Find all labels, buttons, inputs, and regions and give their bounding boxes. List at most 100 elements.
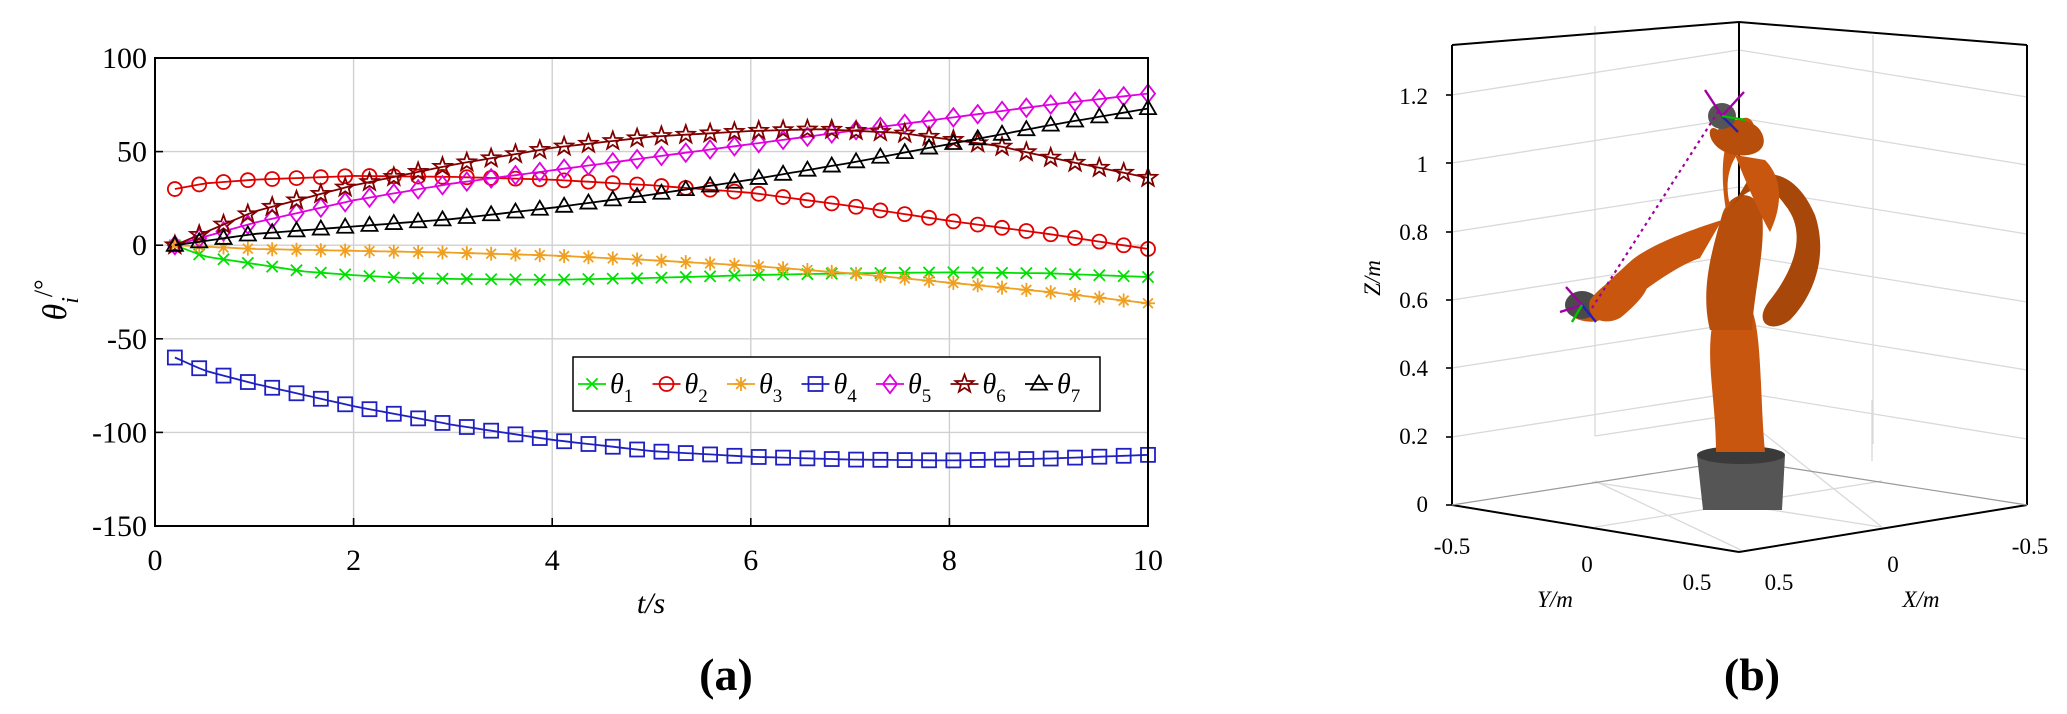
x-tick-label: 4	[545, 544, 560, 577]
legend-item-3: θ3	[727, 369, 782, 407]
data-point	[436, 272, 449, 285]
data-point	[945, 213, 962, 230]
svg-text:0.2: 0.2	[1399, 424, 1428, 449]
data-point	[313, 243, 328, 258]
data-point	[945, 106, 962, 128]
data-point	[508, 247, 523, 262]
chart-a-ylabel: θi/°	[29, 280, 84, 321]
robot-link	[1710, 301, 1765, 452]
data-point	[1020, 266, 1033, 280]
data-point	[995, 266, 1009, 280]
data-point	[969, 452, 986, 468]
svg-text:θi/°: θi/°	[29, 280, 84, 321]
data-point	[994, 219, 1010, 236]
data-point	[799, 192, 816, 209]
data-point	[430, 154, 455, 177]
y-tick-label: -100	[92, 416, 147, 449]
series-4	[166, 349, 1156, 469]
data-point	[775, 189, 791, 205]
legend-label: θ7	[1057, 369, 1080, 407]
data-point	[1039, 145, 1063, 168]
data-point	[384, 213, 404, 230]
data-point	[455, 150, 479, 173]
data-point	[264, 208, 281, 230]
data-point	[581, 250, 596, 265]
data-point	[1114, 102, 1134, 120]
data-point	[872, 451, 889, 468]
legend-label: θ6	[983, 369, 1006, 407]
data-point	[166, 181, 183, 197]
data-point	[484, 273, 498, 286]
data-point	[386, 244, 401, 259]
x-tick-label: 6	[743, 544, 758, 577]
data-point	[773, 163, 793, 181]
svg-text:1.2: 1.2	[1399, 84, 1428, 109]
data-point	[165, 234, 185, 252]
data-point	[503, 141, 527, 164]
data-point	[239, 374, 256, 390]
data-point	[1063, 150, 1087, 173]
svg-text:0: 0	[1417, 492, 1429, 517]
data-point	[701, 138, 719, 161]
data-point	[1091, 233, 1108, 250]
x-tick-label: 8	[942, 544, 957, 577]
y-tick-label: -50	[107, 323, 147, 356]
data-point	[1043, 285, 1058, 300]
data-point	[361, 168, 378, 184]
data-point	[552, 134, 576, 157]
data-point	[312, 197, 329, 219]
data-point	[1087, 155, 1111, 178]
robot-base	[1697, 455, 1785, 510]
data-point	[288, 385, 305, 402]
x-tick-label: 10	[1133, 544, 1163, 577]
data-point	[166, 349, 183, 366]
data-point	[290, 264, 303, 277]
data-point	[482, 167, 500, 189]
data-point	[677, 445, 694, 461]
data-point	[239, 172, 256, 189]
data-point	[703, 270, 717, 283]
data-point	[679, 270, 692, 284]
x-tick-label: 0	[148, 544, 163, 577]
data-point	[751, 259, 766, 274]
svg-text:0.5: 0.5	[1765, 570, 1794, 595]
data-point	[382, 164, 406, 187]
data-point	[385, 182, 402, 205]
data-point	[460, 272, 474, 286]
data-point	[653, 443, 670, 460]
data-point	[362, 244, 377, 259]
data-point	[702, 446, 718, 463]
data-point	[726, 135, 743, 157]
data-point	[775, 449, 791, 466]
data-point	[335, 216, 355, 234]
data-point	[943, 133, 963, 150]
data-point	[630, 252, 645, 267]
data-point	[286, 220, 307, 238]
data-point	[750, 132, 767, 154]
data-point	[481, 204, 501, 222]
svg-text:1: 1	[1417, 152, 1429, 177]
data-point	[849, 266, 864, 281]
data-point	[507, 426, 524, 443]
chart-a-xlabel: t/s	[637, 587, 665, 620]
data-point	[337, 396, 354, 413]
data-point	[971, 266, 984, 279]
data-point	[191, 176, 208, 193]
data-point	[601, 128, 625, 151]
data-point	[432, 209, 453, 227]
data-point	[749, 168, 769, 185]
series-2	[166, 168, 1156, 257]
chart-a-frame	[154, 57, 1149, 527]
data-point	[215, 174, 232, 190]
data-point	[187, 222, 211, 245]
data-point	[968, 128, 988, 146]
data-point	[868, 119, 892, 142]
data-point	[726, 447, 743, 464]
data-point	[555, 158, 573, 180]
data-point	[582, 272, 595, 286]
data-point	[236, 202, 260, 225]
data-point	[629, 441, 646, 458]
chart-b-tickmarks	[1446, 94, 1452, 506]
data-point	[1116, 293, 1131, 308]
data-point	[994, 451, 1010, 468]
